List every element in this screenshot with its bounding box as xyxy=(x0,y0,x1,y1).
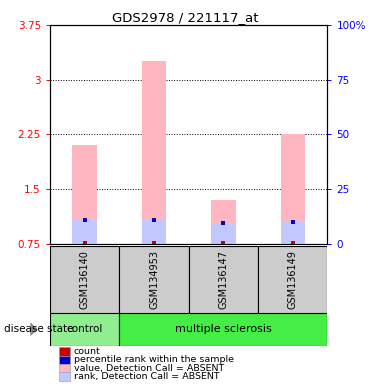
Bar xyxy=(73,146,97,244)
Bar xyxy=(211,200,236,244)
Text: percentile rank within the sample: percentile rank within the sample xyxy=(74,355,234,364)
Text: value, Detection Call = ABSENT: value, Detection Call = ABSENT xyxy=(74,364,224,373)
Bar xyxy=(119,313,327,346)
Bar xyxy=(119,246,189,313)
Text: GSM134953: GSM134953 xyxy=(149,250,159,309)
Text: disease state: disease state xyxy=(4,324,73,334)
Bar xyxy=(211,223,236,244)
Text: count: count xyxy=(74,347,101,356)
Bar xyxy=(142,61,166,244)
Text: GSM136140: GSM136140 xyxy=(80,250,90,309)
Text: control: control xyxy=(67,324,103,334)
Bar xyxy=(50,313,119,346)
Text: GSM136147: GSM136147 xyxy=(218,250,228,309)
Bar xyxy=(280,222,305,244)
Text: GSM136149: GSM136149 xyxy=(288,250,298,309)
Bar xyxy=(50,246,119,313)
Text: multiple sclerosis: multiple sclerosis xyxy=(175,324,272,334)
Bar xyxy=(280,134,305,244)
Text: GDS2978 / 221117_at: GDS2978 / 221117_at xyxy=(112,11,258,24)
Bar xyxy=(142,220,166,244)
Bar xyxy=(189,246,258,313)
Bar xyxy=(258,246,327,313)
Text: rank, Detection Call = ABSENT: rank, Detection Call = ABSENT xyxy=(74,372,220,381)
Polygon shape xyxy=(30,323,38,336)
Bar xyxy=(73,220,97,244)
